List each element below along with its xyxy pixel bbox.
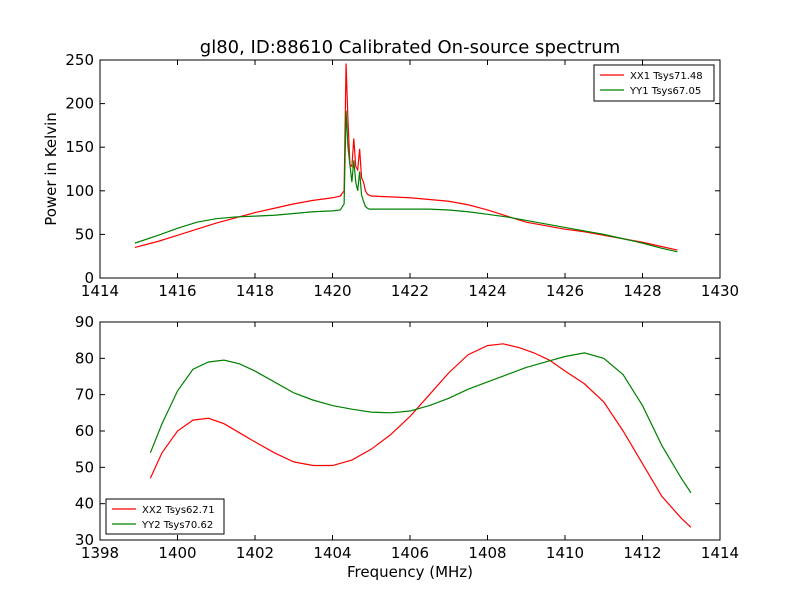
x-tick-label: 1414 (81, 282, 119, 300)
y-tick-label: 250 (65, 51, 94, 69)
top-y-axis-label: Power in Kelvin (42, 112, 60, 226)
x-tick-label: 1406 (391, 544, 429, 562)
y-tick-label: 150 (65, 138, 94, 156)
x-tick-label: 1426 (546, 282, 584, 300)
x-tick-label: 1430 (701, 282, 739, 300)
legend-label: YY2 Tsys70.62 (141, 520, 213, 531)
x-tick-label: 1402 (236, 544, 274, 562)
x-tick-label: 1416 (158, 282, 196, 300)
bottom-x-axis-label: Frequency (MHz) (347, 563, 473, 581)
y-tick-label: 90 (75, 313, 94, 331)
series-line-1 (134, 63, 678, 251)
top-plot: 1414 1416 1418 1420 1422 1424 1426 1428 1430 0 50 1… (65, 51, 739, 300)
y-tick-label: 60 (75, 422, 94, 440)
legend: XX2 Tsys62.71 YY2 Tsys70.62 (105, 498, 225, 535)
chart-title: gl80, ID:88610 Calibrated On-source spec… (200, 37, 620, 58)
legend: XX1 Tsys71.48 YY1 Tsys67.05 (593, 64, 715, 102)
legend-box (593, 64, 715, 102)
y-tick-label: 40 (75, 495, 94, 513)
y-tick-label: 50 (75, 225, 94, 243)
x-tick-label: 1400 (158, 544, 196, 562)
y-tick-label: 100 (65, 182, 94, 200)
x-tick-label: 1420 (313, 282, 351, 300)
legend-label: XX1 Tsys71.48 (630, 71, 703, 82)
legend-box (105, 498, 225, 535)
y-tick-label: 80 (75, 349, 94, 367)
x-tick-label: 1428 (623, 282, 661, 300)
x-tick-label: 1424 (468, 282, 506, 300)
x-tick-label: 1418 (236, 282, 274, 300)
legend-label: XX2 Tsys62.71 (142, 505, 215, 516)
y-tick-label: 50 (75, 458, 94, 476)
y-tick-label: 200 (65, 95, 94, 113)
series-line-1 (149, 343, 692, 528)
x-tick-label: 1398 (81, 544, 119, 562)
bottom-plot: 1398 1400 1402 1404 1406 1408 1410 1412 1414 30 40… (75, 313, 739, 562)
y-tick-label: 70 (75, 386, 94, 404)
y-tick-label: 0 (84, 269, 94, 287)
x-tick-label: 1410 (546, 544, 584, 562)
legend-label: YY1 Tsys67.05 (629, 86, 701, 97)
series-line-2 (134, 110, 678, 253)
x-tick-label: 1414 (701, 544, 739, 562)
x-tick-label: 1404 (313, 544, 351, 562)
x-tick-label: 1412 (623, 544, 661, 562)
x-tick-label: 1422 (391, 282, 429, 300)
y-tick-label: 30 (75, 531, 94, 549)
x-tick-label: 1408 (468, 544, 506, 562)
series-line-2 (149, 352, 692, 494)
